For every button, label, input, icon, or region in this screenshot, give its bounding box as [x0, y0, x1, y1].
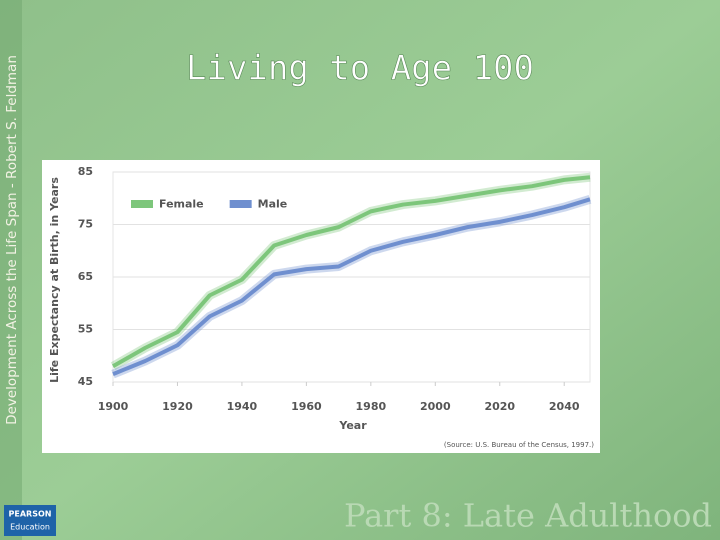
slide-title: Living to Age 100 — [186, 49, 534, 89]
x-tick-label: 1900 — [98, 400, 129, 413]
x-axis-label: Year — [338, 419, 367, 432]
series-line — [112, 197, 591, 376]
logo — [4, 505, 56, 536]
y-tick-label: 65 — [78, 270, 93, 283]
y-tick-label: 85 — [78, 165, 93, 178]
logo-top: PEARSON — [9, 510, 52, 519]
y-tick-label: 55 — [78, 323, 93, 336]
footer: Part 8: Late Adulthood — [344, 497, 712, 535]
x-tick-label: 1940 — [227, 400, 258, 413]
legend-swatch — [131, 200, 153, 208]
legend-label: Male — [258, 198, 288, 211]
x-tick-label: 1960 — [291, 400, 322, 413]
legend-swatch — [229, 200, 252, 208]
source-note: (Source: U.S. Bureau of the Census, 1997… — [444, 441, 594, 449]
chart: 45 55 65 75 85 1900 1920 1940 1960 1980 2000 2020 20… — [48, 165, 594, 449]
sidebar-band — [0, 0, 22, 540]
x-tick-label: 2020 — [484, 400, 515, 413]
x-tick-label: 2000 — [420, 400, 451, 413]
x-tick-label: 1980 — [356, 400, 387, 413]
logo-bottom: Education — [10, 523, 50, 532]
y-tick-label: 75 — [78, 218, 93, 231]
y-axis-label: Life Expectancy at Birth, in Years — [48, 177, 61, 383]
x-tick-label: 1920 — [162, 400, 193, 413]
y-tick-label: 45 — [78, 375, 93, 388]
x-tick-label: 2040 — [549, 400, 580, 413]
sidebar-text: Development Across the Life Span - Rober… — [4, 55, 20, 425]
series-line — [112, 175, 591, 368]
legend-label: Female — [159, 198, 204, 211]
